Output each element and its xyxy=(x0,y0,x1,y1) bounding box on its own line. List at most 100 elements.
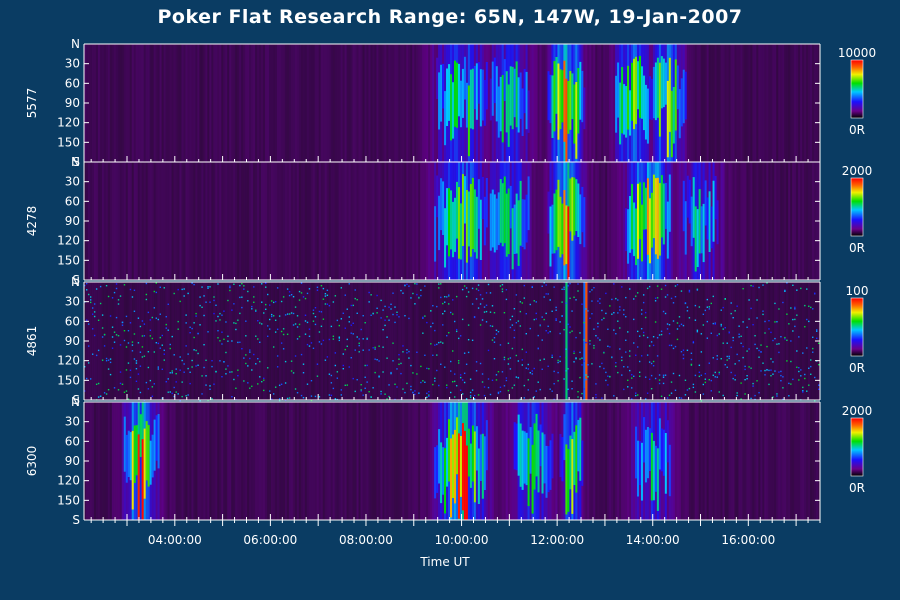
heat-column xyxy=(113,162,117,280)
heat-column xyxy=(453,282,457,400)
speckle-dot xyxy=(549,330,551,333)
heat-peak xyxy=(577,183,580,237)
speckle-dot xyxy=(666,323,669,325)
heat-column xyxy=(792,44,795,162)
speckle-dot xyxy=(231,309,233,311)
speckle-dot xyxy=(808,305,810,307)
heat-peak xyxy=(436,175,439,218)
heat-peak xyxy=(444,448,447,514)
speckle-dot xyxy=(324,295,327,297)
speckle-dot xyxy=(700,333,703,335)
speckle-dot xyxy=(111,336,114,338)
heat-column xyxy=(762,162,765,280)
speckle-dot xyxy=(481,298,484,300)
heat-column xyxy=(782,44,785,162)
heat-peak xyxy=(475,426,479,471)
speckle-dot xyxy=(463,381,466,384)
heat-column xyxy=(239,282,242,400)
heat-column xyxy=(302,402,306,520)
heat-column xyxy=(173,402,176,520)
heat-column xyxy=(802,402,805,520)
speckle-dot xyxy=(712,295,714,298)
speckle-dot xyxy=(686,349,689,351)
speckle-dot xyxy=(352,377,354,380)
heat-column xyxy=(117,44,121,162)
speckle-dot xyxy=(782,387,784,389)
speckle-dot xyxy=(149,319,152,321)
heat-peak xyxy=(561,203,564,255)
speckle-dot xyxy=(239,296,241,299)
heat-column xyxy=(428,282,431,400)
speckle-dot xyxy=(418,297,420,299)
heat-column xyxy=(209,282,212,400)
speckle-dot xyxy=(165,327,167,329)
heat-column xyxy=(535,282,538,400)
heat-peak xyxy=(573,84,576,144)
speckle-dot xyxy=(503,358,506,361)
heat-column xyxy=(312,44,316,162)
speckle-dot xyxy=(384,319,386,321)
heat-peak xyxy=(483,436,487,490)
heat-column xyxy=(808,402,811,520)
heat-column xyxy=(726,44,729,162)
speckle-dot xyxy=(356,299,358,301)
speckle-dot xyxy=(93,311,96,313)
speckle-dot xyxy=(432,305,434,307)
heat-column xyxy=(710,44,713,162)
heat-column xyxy=(682,402,686,520)
speckle-dot xyxy=(491,325,494,327)
speckle-dot xyxy=(732,317,734,319)
speckle-dot xyxy=(573,296,575,298)
heat-column xyxy=(541,44,544,162)
heat-peak xyxy=(581,186,584,233)
speckle-dot xyxy=(191,366,193,368)
heat-column xyxy=(684,282,688,400)
speckle-dot xyxy=(591,300,593,302)
speckle-dot xyxy=(501,288,504,290)
speckle-dot xyxy=(155,291,158,294)
speckle-dot xyxy=(412,372,414,374)
heat-peak xyxy=(507,188,510,255)
speckle-dot xyxy=(151,386,154,388)
heat-column xyxy=(356,44,359,162)
speckle-dot xyxy=(426,396,428,398)
heat-column xyxy=(276,44,280,162)
speckle-dot xyxy=(722,328,724,330)
speckle-dot xyxy=(340,287,343,289)
speckle-dot xyxy=(497,391,500,394)
heat-column xyxy=(543,282,546,400)
heat-column xyxy=(336,162,339,280)
heat-peak xyxy=(652,66,656,119)
speckle-dot xyxy=(121,383,124,385)
heat-column xyxy=(286,44,290,162)
heat-column xyxy=(555,402,558,520)
heat-column xyxy=(455,282,459,400)
speckle-dot xyxy=(253,286,255,288)
heat-peak xyxy=(569,435,572,490)
speckle-dot xyxy=(330,374,333,377)
speckle-dot xyxy=(726,355,728,358)
heat-column xyxy=(129,162,133,280)
heat-peak xyxy=(654,62,658,121)
speckle-dot xyxy=(87,362,90,364)
heat-column xyxy=(501,282,505,400)
heat-column xyxy=(302,44,306,162)
heat-column xyxy=(231,162,234,280)
heat-column xyxy=(529,44,532,162)
speckle-dot xyxy=(107,368,110,370)
heat-peak xyxy=(658,62,662,137)
speckle-dot xyxy=(670,344,673,347)
heat-column xyxy=(139,162,142,280)
heat-column xyxy=(274,162,278,280)
heat-peak xyxy=(656,177,660,259)
speckle-dot xyxy=(635,392,637,394)
speckle-dot xyxy=(471,303,474,305)
speckle-dot xyxy=(370,314,372,316)
heat-column xyxy=(243,402,246,520)
speckle-dot xyxy=(155,282,158,284)
speckle-dot xyxy=(501,371,504,373)
speckle-dot xyxy=(390,372,392,375)
heat-column xyxy=(239,44,242,162)
heat-column xyxy=(489,402,493,520)
speckle-dot xyxy=(159,286,161,288)
